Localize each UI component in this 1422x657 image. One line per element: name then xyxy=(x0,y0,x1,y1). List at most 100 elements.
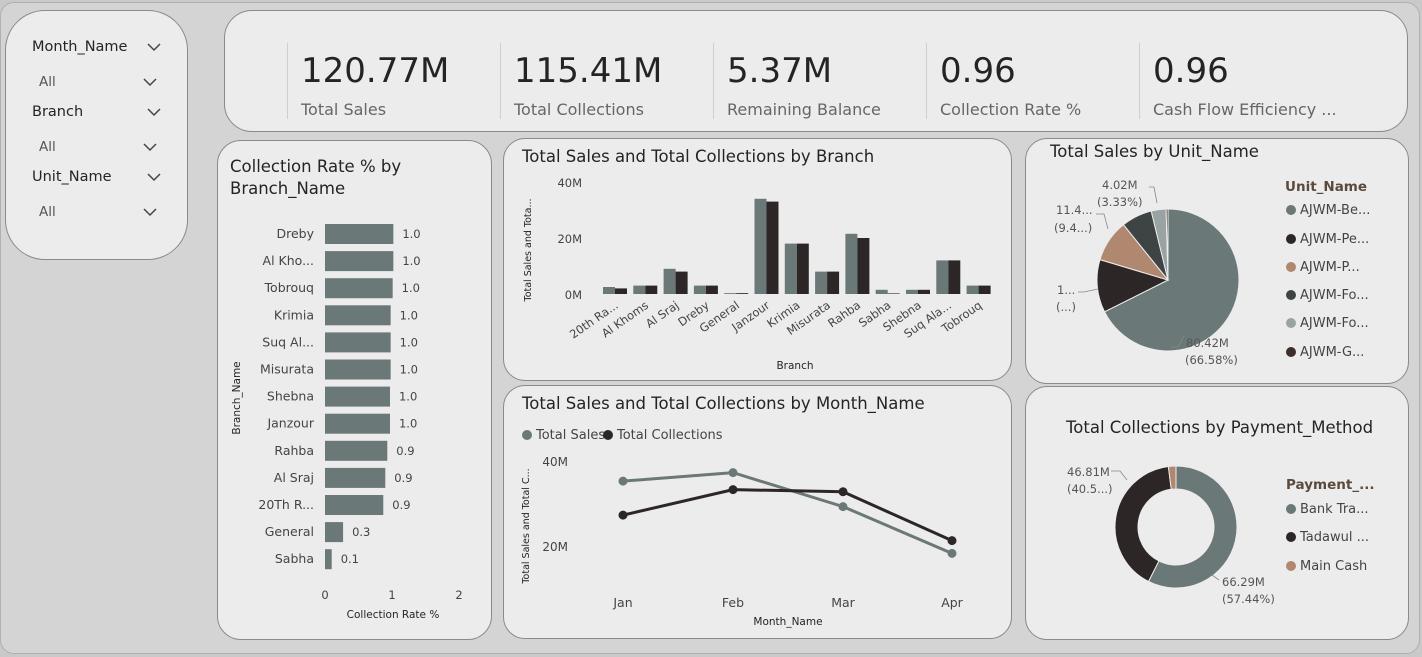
legend-label: Tadawul ... xyxy=(1300,530,1369,545)
slice-value-label: 80.42M xyxy=(1186,336,1229,350)
data-label: 1.0 xyxy=(400,363,418,377)
branch-chart-card[interactable]: Total Sales and Total Collections by Bra… xyxy=(503,138,1012,381)
legend-item[interactable]: AJWM-P... xyxy=(1286,260,1360,275)
slicer-branch-label: Branch xyxy=(32,104,84,120)
slice-percent-label: (3.33%) xyxy=(1097,195,1143,209)
slice-percent-label: (40.5...) xyxy=(1067,482,1113,496)
chevron-down-icon[interactable] xyxy=(147,43,161,52)
y-axis-title: Branch_Name xyxy=(231,361,243,434)
bar xyxy=(325,386,390,407)
y-tick-label: 20Th R... xyxy=(258,497,314,512)
x-tick-label: 2 xyxy=(455,588,462,602)
payment-donut-card[interactable]: Total Collections by Payment_Method 46.8… xyxy=(1025,386,1409,640)
legend-item[interactable]: AJWM-G... xyxy=(1286,345,1364,360)
data-label: 1.0 xyxy=(399,417,417,431)
kpi-strip: 120.77M Total Sales 115.41M Total Collec… xyxy=(224,10,1408,132)
y-tick-label: Dreby xyxy=(276,226,314,241)
leader-line xyxy=(1096,213,1109,230)
bar-total-collections xyxy=(978,285,991,294)
chevron-down-icon[interactable] xyxy=(143,78,157,87)
y-tick-label: General xyxy=(265,524,314,539)
slicer-unit-value[interactable]: All xyxy=(39,204,56,220)
bar-total-collections xyxy=(857,238,870,294)
slice-percent-label: (...) xyxy=(1056,300,1076,314)
data-label: 0.9 xyxy=(394,471,412,485)
bar-total-collections xyxy=(766,201,779,294)
bar-total-sales xyxy=(875,289,888,294)
bar xyxy=(325,251,394,272)
legend-total-collections[interactable]: Total Collections xyxy=(603,428,723,443)
unit-pie-card[interactable]: Total Sales by Unit_Name 4.02M (3.33%) 1… xyxy=(1025,138,1409,384)
kpi-collection-rate[interactable]: 0.96 Collection Rate % xyxy=(926,43,1127,119)
data-point xyxy=(947,536,957,546)
data-point xyxy=(618,476,628,486)
x-tick-label: Jan xyxy=(612,595,632,610)
legend-item[interactable]: AJWM-Fo... xyxy=(1286,288,1369,303)
bar-total-sales xyxy=(754,198,767,294)
legend-item[interactable]: Tadawul ... xyxy=(1286,530,1369,545)
chevron-down-icon[interactable] xyxy=(143,143,157,152)
x-tick-label: 1 xyxy=(388,588,395,602)
legend-dot xyxy=(1286,262,1296,272)
y-axis-title: Total Sales and Total C... xyxy=(521,468,532,584)
x-tick-label: Feb xyxy=(722,595,744,610)
data-label: 0.1 xyxy=(341,552,359,566)
chart-title: Collection Rate % by xyxy=(230,157,402,176)
kpi-value: 115.41M xyxy=(514,51,663,91)
x-tick-label: Rahba xyxy=(825,298,863,330)
month-chart-card[interactable]: Total Sales and Total Collections by Mon… xyxy=(503,385,1012,639)
kpi-label: Cash Flow Efficiency ... xyxy=(1153,100,1337,119)
legend-title: Unit_Name xyxy=(1285,179,1368,195)
data-point xyxy=(728,485,738,495)
bar-total-collections xyxy=(645,285,658,294)
legend-item[interactable]: Bank Tra... xyxy=(1286,502,1369,517)
kpi-total-collections[interactable]: 115.41M Total Collections xyxy=(500,43,701,119)
legend-total-sales[interactable]: Total Sales xyxy=(522,428,605,443)
collection-rate-bar-chart: Branch_Name Collection Rate % Dreby 1.0 Al… xyxy=(231,224,463,621)
kpi-total-sales[interactable]: 120.77M Total Sales xyxy=(287,43,488,119)
bar xyxy=(325,332,391,353)
slicer-branch-value[interactable]: All xyxy=(39,139,56,155)
bar xyxy=(325,413,390,434)
legend-item[interactable]: AJWM-Fo... xyxy=(1286,316,1369,331)
y-tick-label: Janzour xyxy=(266,416,314,431)
legend-label: AJWM-Pe... xyxy=(1300,232,1370,247)
legend-item[interactable]: AJWM-Pe... xyxy=(1286,232,1369,247)
bar xyxy=(325,495,384,515)
slice-value-label: 11.4... xyxy=(1056,203,1093,217)
data-label: 0.9 xyxy=(392,498,410,512)
slicer-month-value[interactable]: All xyxy=(39,74,56,90)
leader-line xyxy=(1111,470,1128,481)
chevron-down-icon[interactable] xyxy=(147,173,161,182)
data-label: 0.9 xyxy=(396,444,414,458)
bar xyxy=(325,224,394,244)
kpi-remaining-balance[interactable]: 5.37M Remaining Balance xyxy=(713,43,914,119)
kpi-label: Total Collections xyxy=(514,100,644,119)
data-label: 1.0 xyxy=(400,335,418,349)
y-axis-title: Total Sales and Tota... xyxy=(523,198,534,302)
legend-item[interactable]: Main Cash xyxy=(1286,559,1367,574)
kpi-cash-flow-efficiency[interactable]: 0.96 Cash Flow Efficiency ... xyxy=(1139,43,1340,119)
bar-total-collections xyxy=(736,293,749,294)
leader-line xyxy=(1211,574,1220,581)
y-tick-label: 40M xyxy=(542,455,568,469)
legend-dot xyxy=(1286,318,1296,328)
collection-rate-chart-card[interactable]: Collection Rate % by Branch_Name Branch_… xyxy=(217,140,492,640)
y-tick-label: Shebna xyxy=(267,389,314,404)
pie-slice xyxy=(1165,208,1169,281)
chevron-down-icon[interactable] xyxy=(143,208,157,217)
pie-slice xyxy=(1147,465,1238,589)
legend-label: Total Collections xyxy=(617,428,723,443)
bar-total-collections xyxy=(705,285,718,294)
bar xyxy=(325,522,344,543)
bar-total-sales xyxy=(693,285,706,294)
slicer-month-label: Month_Name xyxy=(32,39,128,55)
legend-item[interactable]: AJWM-Be... xyxy=(1286,203,1370,218)
data-label: 1.0 xyxy=(402,227,420,241)
y-tick-label: Misurata xyxy=(260,362,314,377)
chevron-down-icon[interactable] xyxy=(147,108,161,117)
leader-line xyxy=(1149,186,1158,204)
data-point xyxy=(838,502,848,512)
slice-value-label: 4.02M xyxy=(1102,178,1138,192)
chart-title: Branch_Name xyxy=(230,179,346,198)
